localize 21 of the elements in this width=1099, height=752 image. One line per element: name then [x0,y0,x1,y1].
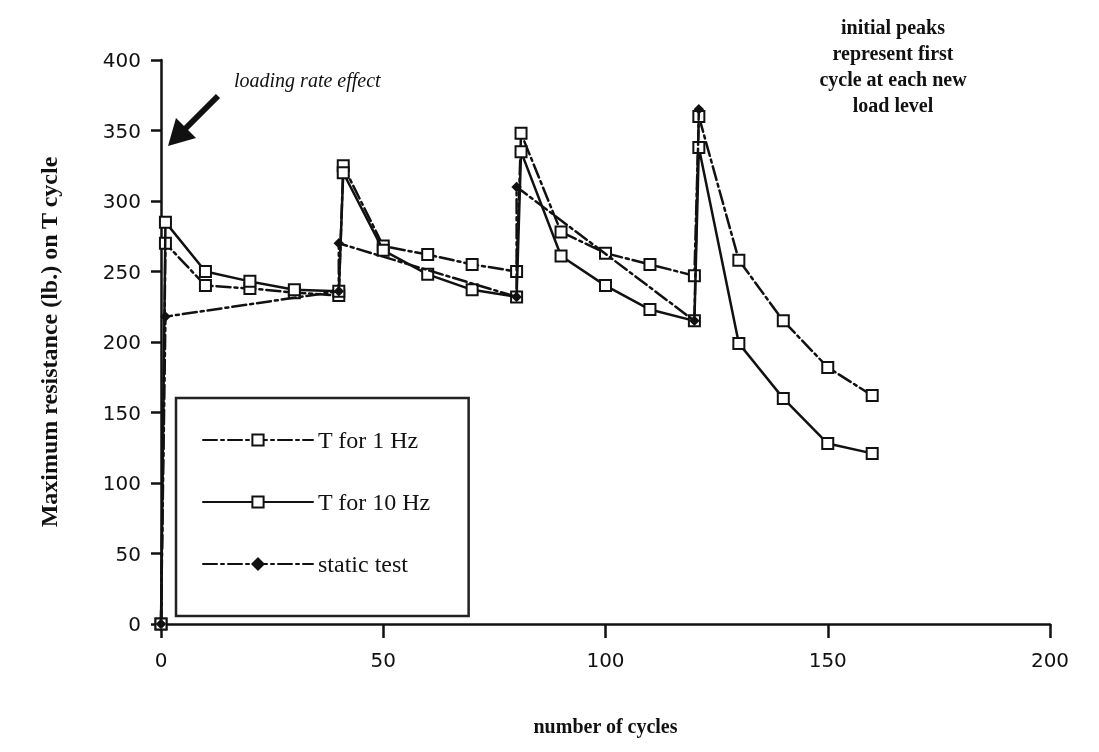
y-tick-label: 0 [128,612,141,636]
x-tick-label: 200 [1030,648,1070,672]
y-tick-label: 350 [102,118,141,143]
y-tick-label: 150 [102,400,141,425]
y-tick-label: 250 [102,259,141,284]
y-tick-label: 400 [102,48,141,72]
x-tick-label: 150 [808,648,847,672]
x-tick-label: 50 [370,648,396,672]
x-tick-label: 100 [586,648,625,672]
legend-label: T for 1 Hz [318,427,419,453]
y-tick-label: 200 [102,330,141,354]
y-tick-label: 50 [115,541,141,566]
legend-label: static test [318,551,409,577]
x-tick-label: 0 [154,648,168,672]
y-axis-title: Maximum resistance (lb.) on T cycle [36,156,62,528]
y-tick-label: 100 [102,471,141,495]
annotation: initial peaks represent first cycle at each new load level [819,16,968,116]
y-tick-label: 300 [102,189,141,213]
x-axis-title: number of cycles [533,715,678,738]
legend-label: T for 10 Hz [318,489,431,515]
annotation: loading rate effect [234,69,382,92]
